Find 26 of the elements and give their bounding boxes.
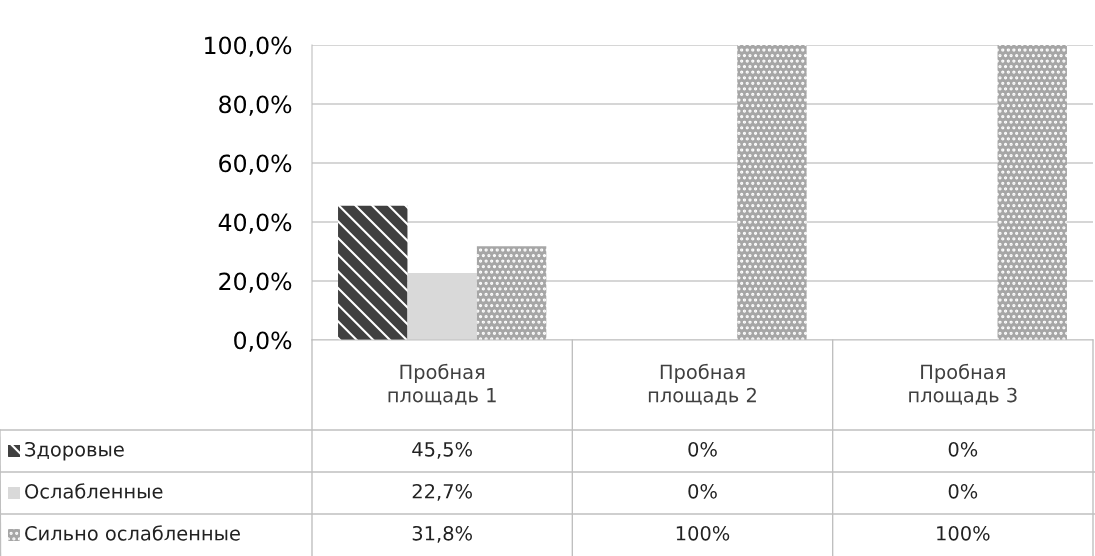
y-tick-label: 100,0% xyxy=(205,36,292,57)
legend-label: Здоровые xyxy=(25,441,124,461)
data-label: 0% xyxy=(688,441,717,457)
y-tick-label: 20,0% xyxy=(219,272,292,293)
y-tick-label: 0,0% xyxy=(234,331,292,352)
data-label: 22,7% xyxy=(412,483,472,501)
x-tick-label: Пробная площадь 1 xyxy=(388,363,496,405)
bar xyxy=(338,205,408,340)
x-tick-label: Пробная площадь 2 xyxy=(648,363,756,405)
data-label: 0% xyxy=(688,483,717,499)
data-label: 100% xyxy=(937,525,990,541)
x-tick-label: Пробная площадь 3 xyxy=(909,363,1017,405)
y-tick-label: 60,0% xyxy=(219,154,292,175)
data-label: 45,5% xyxy=(412,441,472,459)
legend-label: Ослабленные xyxy=(25,483,163,499)
y-tick-label: 80,0% xyxy=(219,95,292,116)
data-label: 100% xyxy=(676,525,730,541)
data-label: 0% xyxy=(948,483,978,499)
legend-label: Сильно ослабленные xyxy=(25,525,240,541)
bar xyxy=(476,246,547,340)
y-tick-label: 40,0% xyxy=(218,213,292,234)
bar xyxy=(997,45,1067,340)
bar xyxy=(737,45,807,340)
data-label: 31,8% xyxy=(412,525,472,543)
data-label: 0% xyxy=(948,441,978,457)
bar xyxy=(407,273,477,340)
